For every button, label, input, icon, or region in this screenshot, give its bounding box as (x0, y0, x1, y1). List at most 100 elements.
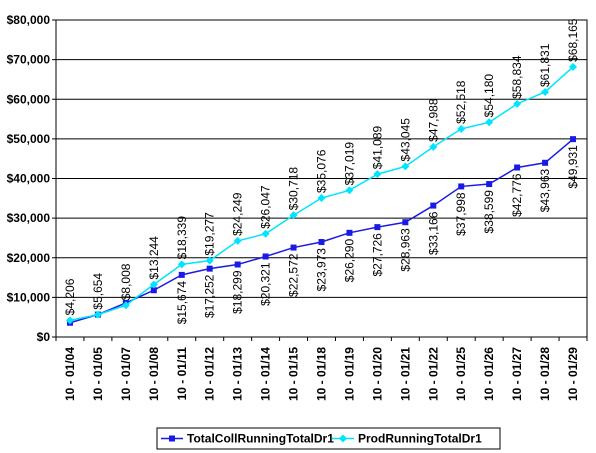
y-tick-label: $50,000 (7, 132, 51, 146)
data-label: $33,166 (426, 211, 440, 255)
data-point (569, 62, 578, 71)
data-label: $24,249 (231, 192, 245, 236)
legend-box (156, 427, 501, 450)
data-point (318, 239, 325, 246)
x-tick-label: 10 - 01/11 (175, 347, 189, 401)
data-point (373, 170, 382, 179)
axes: $0 $10,000 $20,000 $30,000 $40,000 $50,000 $60… (7, 13, 588, 401)
y-tick-label: $10,000 (7, 290, 51, 304)
x-tick-label: 10 - 01/15 (287, 347, 301, 401)
data-label: $27,726 (370, 233, 384, 277)
data-label: $26,047 (259, 185, 273, 229)
data-point (65, 316, 74, 325)
data-point (177, 260, 186, 269)
data-point (374, 224, 381, 231)
data-label: $20,321 (259, 262, 273, 306)
data-label: $54,180 (482, 74, 496, 118)
data-point (402, 219, 409, 226)
data-point (542, 159, 549, 166)
x-tick-label: 10 - 01/28 (538, 347, 552, 401)
data-label: $38,599 (482, 190, 496, 234)
data-label: $30,718 (287, 167, 301, 211)
data-point (345, 186, 354, 195)
legend-marker (169, 435, 175, 442)
data-label: $28,963 (398, 228, 412, 272)
series (65, 62, 578, 326)
y-tick-label: $40,000 (7, 172, 51, 186)
x-tick-label: 10 - 01/20 (370, 347, 384, 401)
x-tick-label: 10 - 01/25 (454, 347, 468, 401)
data-label: $43,963 (538, 168, 552, 212)
data-point (93, 310, 102, 319)
x-tick-label: 10 - 01/26 (482, 347, 496, 401)
x-tick-label: 10 - 01/08 (147, 347, 161, 401)
data-label: $13,244 (147, 236, 161, 280)
x-tick-label: 10 - 01/19 (342, 347, 356, 401)
data-point (570, 136, 577, 143)
data-point (178, 271, 185, 278)
data-label: $35,076 (315, 149, 329, 193)
data-label: $18,339 (175, 216, 189, 260)
data-point (430, 202, 437, 209)
data-point (458, 183, 465, 190)
data-point (541, 87, 550, 96)
data-labels: $15,674 $17,252 $18,299 $20,321 $22,572 $23,9… (63, 18, 580, 324)
data-point (206, 265, 213, 272)
data-label: $47,988 (426, 98, 440, 142)
data-point (121, 301, 130, 310)
data-label: $68,165 (566, 18, 580, 62)
data-label: $26,290 (342, 239, 356, 283)
data-label: $15,674 (175, 281, 189, 325)
y-tick-label: $60,000 (7, 92, 51, 106)
data-point (150, 287, 157, 294)
y-tick-label: $70,000 (7, 53, 51, 67)
data-label: $49,931 (566, 145, 580, 189)
data-point (149, 280, 158, 289)
x-tick-label: 10 - 01/04 (63, 347, 77, 401)
data-point (429, 142, 438, 151)
data-label: $22,572 (287, 253, 301, 297)
data-point (233, 236, 242, 245)
data-label: $5,654 (91, 273, 105, 310)
data-label: $8,008 (119, 263, 133, 300)
x-tick-label: 10 - 01/21 (398, 347, 412, 401)
y-tick-label: $20,000 (7, 251, 51, 265)
legend-label: ProdRunningTotalDr1 (358, 432, 482, 446)
data-point (234, 261, 241, 268)
data-label: $52,518 (454, 80, 468, 124)
data-point (514, 164, 521, 171)
data-label: $17,252 (203, 274, 217, 318)
x-tick-label: 10 - 01/22 (426, 347, 440, 401)
data-point (261, 229, 270, 238)
data-point (485, 118, 494, 127)
x-tick-label: 10 - 01/29 (566, 347, 580, 401)
x-tick-label: 10 - 01/27 (510, 347, 524, 401)
data-label: $43,045 (398, 118, 412, 162)
data-label: $4,206 (63, 278, 77, 315)
data-point (346, 229, 353, 236)
data-point (513, 99, 522, 108)
data-label: $58,834 (510, 55, 524, 99)
data-point (289, 211, 298, 220)
legend-label: TotalCollRunningTotalDr1 (187, 432, 334, 446)
y-tick-label: $0 (37, 330, 51, 344)
x-tick-label: 10 - 01/18 (315, 347, 329, 401)
data-label: $41,089 (370, 125, 384, 169)
data-point (486, 181, 493, 188)
data-point (457, 124, 466, 133)
legend: TotalCollRunningTotalDr1 ProdRunningTotal… (156, 427, 501, 450)
data-label: $23,973 (315, 248, 329, 292)
data-label: $18,299 (231, 270, 245, 314)
data-point (317, 194, 326, 203)
legend-marker (339, 434, 347, 443)
data-label: $37,998 (454, 192, 468, 236)
data-label: $42,776 (510, 173, 524, 217)
data-label: $19,277 (203, 212, 217, 256)
y-tick-label: $30,000 (7, 211, 51, 225)
y-tick-label: $80,000 (7, 13, 51, 27)
x-tick-label: 10 - 01/07 (119, 347, 133, 401)
data-label: $37,019 (342, 142, 356, 186)
x-tick-label: 10 - 01/13 (231, 347, 245, 401)
